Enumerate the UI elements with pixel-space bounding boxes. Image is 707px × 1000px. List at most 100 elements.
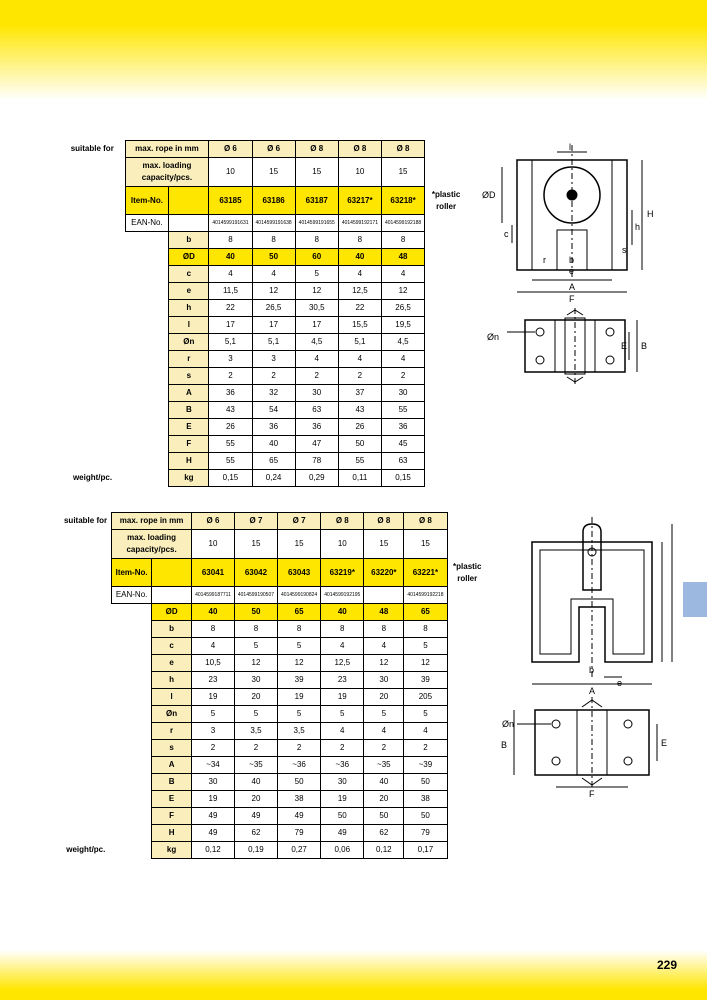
svg-text:h: h (635, 222, 640, 232)
svg-text:e: e (617, 678, 622, 688)
value-cell: 49 (278, 808, 321, 825)
value-cell: 65 (404, 604, 447, 621)
value-cell: ~36 (321, 757, 364, 774)
label-suitable: suitable for (60, 513, 112, 530)
value-cell: 4 (321, 638, 364, 655)
item-cell: 63187 (295, 187, 338, 215)
value-cell: 19,5 (381, 317, 424, 334)
value-cell: 5 (278, 638, 321, 655)
value-cell: 20 (364, 791, 404, 808)
item-cell: 63042 (234, 559, 277, 587)
plastic-roller-note: *plastic roller (425, 187, 467, 215)
param-label: F (169, 436, 209, 453)
ean-cell: 4014599191655 (295, 215, 338, 232)
ean-cell: 4014599191638 (252, 215, 295, 232)
value-cell: 30,5 (295, 300, 338, 317)
param-label: h (152, 672, 192, 689)
value-cell: 40 (364, 774, 404, 791)
value-cell: 2 (338, 368, 381, 385)
value-cell: 4 (338, 351, 381, 368)
value-cell: 3,5 (234, 723, 277, 740)
hdr-ean: EAN-No. (112, 587, 152, 604)
value-cell: 4 (381, 266, 424, 283)
weight-cell: 0,24 (252, 470, 295, 487)
hdr-ean: EAN-No. (125, 215, 169, 232)
spec-table-2: suitable for max. rope in mm Ø 6 Ø 7 Ø 7… (60, 512, 487, 859)
value-cell: 3 (252, 351, 295, 368)
param-label: e (169, 283, 209, 300)
section-2: suitable for max. rope in mm Ø 6 Ø 7 Ø 7… (60, 512, 692, 859)
value-cell: 8 (364, 621, 404, 638)
param-label: c (152, 638, 192, 655)
item-cell: 63218* (381, 187, 424, 215)
value-cell: 55 (338, 453, 381, 470)
weight-cell: 0,17 (404, 842, 447, 859)
svg-text:s: s (622, 245, 627, 255)
param-label: e (152, 655, 192, 672)
param-label: A (169, 385, 209, 402)
weight-cell: 0,15 (209, 470, 252, 487)
item-cell: 63186 (252, 187, 295, 215)
dia-cell: Ø 6 (252, 141, 295, 158)
value-cell: 205 (404, 689, 447, 706)
value-cell: 3,5 (278, 723, 321, 740)
value-cell: 2 (295, 368, 338, 385)
diagram-2: b e A (497, 512, 692, 812)
value-cell: 22 (209, 300, 252, 317)
value-cell: 30 (234, 672, 277, 689)
value-cell: 4 (321, 723, 364, 740)
value-cell: 5,1 (209, 334, 252, 351)
value-cell: 5 (321, 706, 364, 723)
value-cell: 2 (381, 368, 424, 385)
value-cell: 5 (234, 638, 277, 655)
dia-cell: Ø 8 (338, 141, 381, 158)
value-cell: 8 (404, 621, 447, 638)
value-cell: 5,1 (252, 334, 295, 351)
value-cell: 62 (234, 825, 277, 842)
value-cell: 4 (364, 638, 404, 655)
value-cell: 12,5 (338, 283, 381, 300)
value-cell: ~35 (234, 757, 277, 774)
ean-cell: 4014599192188 (381, 215, 424, 232)
value-cell: 36 (295, 419, 338, 436)
value-cell: 38 (404, 791, 447, 808)
value-cell: 30 (295, 385, 338, 402)
value-cell: 17 (295, 317, 338, 334)
hdr-weight: weight/pc. (60, 842, 112, 859)
value-cell: 36 (381, 419, 424, 436)
param-label: A (152, 757, 192, 774)
value-cell: 5 (295, 266, 338, 283)
value-cell: 2 (192, 740, 235, 757)
ean-cell: 4014599192218 (404, 587, 447, 604)
value-cell: 19 (278, 689, 321, 706)
cap-cell: 15 (381, 158, 424, 187)
value-cell: 5 (192, 706, 235, 723)
svg-text:r: r (543, 255, 546, 265)
value-cell: ~36 (278, 757, 321, 774)
value-cell: 8 (338, 232, 381, 249)
cap-cell: 15 (234, 530, 277, 559)
value-cell: 4,5 (295, 334, 338, 351)
hdr-item: Item-No. (125, 187, 169, 215)
value-cell: 12 (234, 655, 277, 672)
dia-cell: Ø 7 (234, 513, 277, 530)
value-cell: 26,5 (252, 300, 295, 317)
hdr-kg: kg (169, 470, 209, 487)
dia-cell: Ø 8 (321, 513, 364, 530)
value-cell: 23 (321, 672, 364, 689)
svg-text:ØD: ØD (482, 190, 496, 200)
value-cell: 65 (252, 453, 295, 470)
cap-cell: 10 (321, 530, 364, 559)
page-number: 229 (657, 958, 677, 972)
value-cell: 2 (278, 740, 321, 757)
value-cell: ~35 (364, 757, 404, 774)
value-cell: 26 (209, 419, 252, 436)
value-cell: 40 (192, 604, 235, 621)
value-cell: 40 (338, 249, 381, 266)
hdr-rope: max. rope in mm (112, 513, 192, 530)
value-cell: 40 (209, 249, 252, 266)
value-cell: 30 (321, 774, 364, 791)
value-cell: 12 (295, 283, 338, 300)
value-cell: 50 (252, 249, 295, 266)
value-cell: 12,5 (321, 655, 364, 672)
